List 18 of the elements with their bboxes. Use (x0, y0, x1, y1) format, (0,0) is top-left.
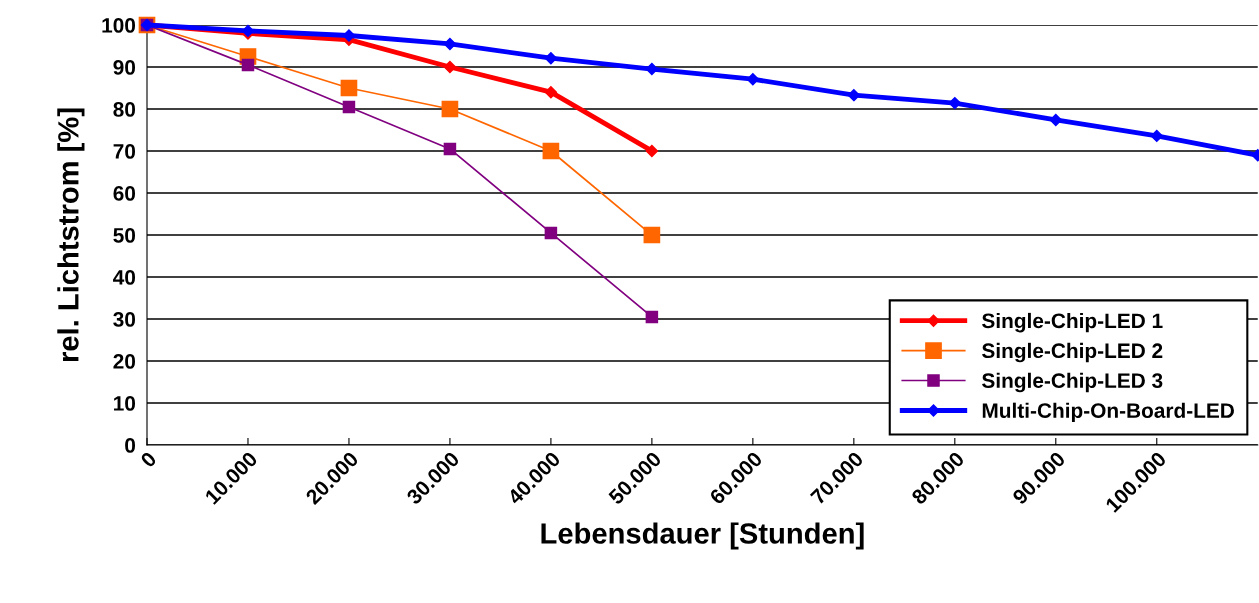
y-axis-title: rel. Lichtstrom [%] (57, 108, 85, 362)
legend-label: Single-Chip-LED 2 (982, 342, 1163, 363)
y-tick-label: 30 (113, 312, 136, 327)
y-tick-label: 40 (113, 270, 136, 285)
y-tick-label: 0 (125, 438, 136, 453)
legend-label: Single-Chip-LED 3 (982, 372, 1163, 393)
x-tick-label: 0 (139, 450, 158, 469)
y-tick-label: 60 (113, 186, 136, 201)
y-tick-label: 80 (113, 102, 136, 117)
legend-label: Multi-Chip-On-Board-LED (982, 402, 1234, 423)
x-axis-title: Lebensdauer [Stunden] (541, 522, 864, 550)
y-tick-label: 10 (114, 396, 136, 411)
y-tick-label: 90 (113, 60, 136, 75)
y-tick-label: 70 (113, 144, 136, 159)
legend-label: Single-Chip-LED 1 (982, 312, 1163, 333)
y-tick-label: 50 (113, 228, 136, 243)
y-tick-label: 20 (113, 354, 136, 369)
y-tick-label: 100 (102, 18, 136, 33)
